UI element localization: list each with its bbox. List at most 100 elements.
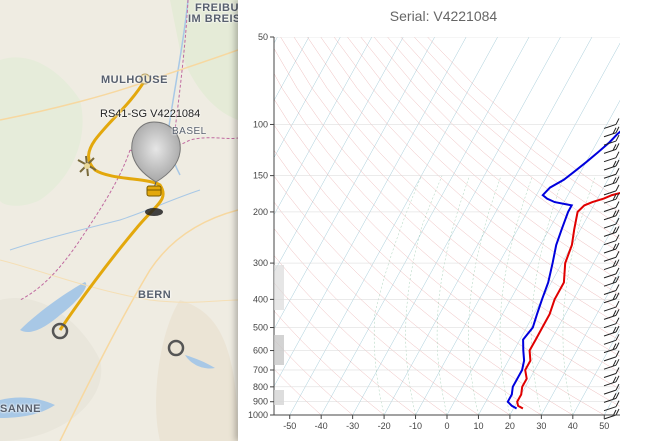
wind-barb bbox=[603, 284, 620, 295]
wind-barb bbox=[603, 259, 620, 271]
wind-barb bbox=[603, 300, 620, 312]
wind-barb bbox=[603, 226, 620, 237]
wind-barb bbox=[603, 176, 620, 188]
wind-barb bbox=[603, 201, 620, 212]
city-label-freiburg: FREIBU bbox=[195, 2, 238, 14]
isotherm-line bbox=[274, 37, 310, 101]
isotherm-line bbox=[274, 37, 435, 330]
wind-barb bbox=[603, 234, 620, 246]
wind-barb bbox=[603, 192, 620, 204]
wind-barb bbox=[603, 143, 620, 154]
dry-adiabat-line bbox=[274, 72, 620, 390]
burst-icon[interactable] bbox=[77, 155, 97, 177]
y-tick-label: 300 bbox=[253, 258, 268, 268]
dry-adiabat-line bbox=[274, 201, 511, 415]
y-tick-label: 500 bbox=[253, 323, 268, 333]
dry-adiabat-line bbox=[274, 149, 573, 415]
dewpoint-profile-line bbox=[506, 130, 620, 410]
balloon-icon[interactable] bbox=[131, 121, 181, 216]
wind-barb bbox=[603, 151, 620, 163]
isotherm-line bbox=[509, 214, 620, 415]
wind-barb bbox=[603, 342, 620, 354]
dry-adiabat-line bbox=[274, 98, 620, 407]
temperature-profile-line bbox=[516, 192, 620, 410]
x-tick-label: 50 bbox=[599, 421, 609, 431]
wind-barb bbox=[603, 275, 620, 287]
dry-adiabat-line bbox=[400, 37, 620, 226]
wind-barb bbox=[603, 209, 620, 221]
dry-adiabat-line bbox=[274, 310, 385, 415]
isotherm-line bbox=[274, 37, 278, 44]
dry-adiabat-line bbox=[333, 37, 620, 296]
panel-title: Serial: V4221084 bbox=[389, 8, 498, 24]
isotherm-line bbox=[289, 37, 498, 415]
y-tick-label: 150 bbox=[253, 171, 268, 181]
y-tick-label: 100 bbox=[253, 119, 268, 129]
dry-adiabat-line bbox=[293, 37, 620, 341]
wind-barb bbox=[603, 134, 620, 146]
moist-adiabat-line bbox=[531, 175, 565, 415]
moist-adiabat-line bbox=[436, 175, 470, 415]
wind-barb bbox=[603, 325, 620, 337]
dry-adiabat-line bbox=[360, 37, 620, 267]
isotherm-line bbox=[415, 42, 620, 415]
x-tick-label: -30 bbox=[346, 421, 359, 431]
wind-barb bbox=[603, 383, 620, 395]
dry-adiabat-line bbox=[347, 37, 620, 281]
launch-marker[interactable] bbox=[51, 322, 69, 340]
x-tick-label: -40 bbox=[315, 421, 328, 431]
wind-barb bbox=[603, 334, 620, 345]
moist-adiabat-line bbox=[373, 175, 422, 415]
dry-adiabat-line bbox=[274, 175, 542, 415]
x-tick-label: 0 bbox=[444, 421, 449, 431]
wind-barb bbox=[603, 251, 620, 262]
city-label-lausanne: SANNE bbox=[0, 403, 42, 415]
city-label-basel: BASEL bbox=[172, 126, 207, 137]
isotherm-line bbox=[383, 37, 593, 415]
flight-track bbox=[58, 79, 165, 331]
city-label-mulhouse: MULHOUSE bbox=[101, 74, 168, 86]
dry-adiabat-line bbox=[280, 37, 620, 357]
wind-barb bbox=[603, 267, 620, 279]
isotherm-line bbox=[274, 37, 373, 216]
wind-barb bbox=[603, 350, 620, 362]
y-tick-label: 50 bbox=[258, 32, 268, 42]
isotherm-line bbox=[320, 37, 530, 415]
y-tick-label: 600 bbox=[253, 346, 268, 356]
dry-adiabat-line bbox=[274, 255, 448, 415]
dry-adiabat-line bbox=[307, 37, 620, 326]
dry-adiabat-line bbox=[274, 282, 416, 415]
wind-barb bbox=[603, 358, 620, 370]
wind-barb bbox=[603, 309, 620, 320]
map-view[interactable]: FREIBU IM BREIS MULHOUSE BASEL BERN SANN… bbox=[0, 0, 238, 441]
x-tick-label: -10 bbox=[409, 421, 422, 431]
isotherm-line bbox=[541, 271, 620, 415]
wind-barb bbox=[603, 292, 620, 304]
isotherm-line bbox=[274, 37, 404, 273]
city-label-bern: BERN bbox=[138, 289, 172, 301]
burst-marker[interactable] bbox=[139, 73, 151, 85]
y-tick-label: 400 bbox=[253, 294, 268, 304]
predicted-landing-marker[interactable] bbox=[167, 339, 185, 357]
x-tick-label: -20 bbox=[378, 421, 391, 431]
dry-adiabat-line bbox=[320, 37, 620, 311]
wind-barb bbox=[603, 159, 620, 171]
moist-adiabat-line bbox=[405, 175, 443, 415]
moist-adiabat-line bbox=[562, 175, 596, 415]
x-tick-label: -50 bbox=[283, 421, 296, 431]
y-tick-label: 200 bbox=[253, 207, 268, 217]
skewt-chart: 501001502003004005006007008009001000-50-… bbox=[238, 32, 620, 431]
isotherm-line bbox=[446, 99, 620, 415]
city-label-freiburg-sub: IM BREIS bbox=[188, 13, 238, 25]
y-tick-label: 1000 bbox=[248, 410, 268, 420]
x-tick-label: 20 bbox=[505, 421, 515, 431]
x-tick-label: 30 bbox=[536, 421, 546, 431]
wind-barb bbox=[603, 168, 620, 179]
isotherm-line bbox=[238, 37, 246, 415]
moist-adiabat-line bbox=[468, 175, 502, 415]
x-tick-label: 40 bbox=[568, 421, 578, 431]
wind-barb bbox=[603, 367, 620, 378]
isotherm-line bbox=[274, 37, 341, 159]
map-canvas[interactable] bbox=[0, 0, 238, 441]
wind-barb bbox=[603, 118, 620, 129]
